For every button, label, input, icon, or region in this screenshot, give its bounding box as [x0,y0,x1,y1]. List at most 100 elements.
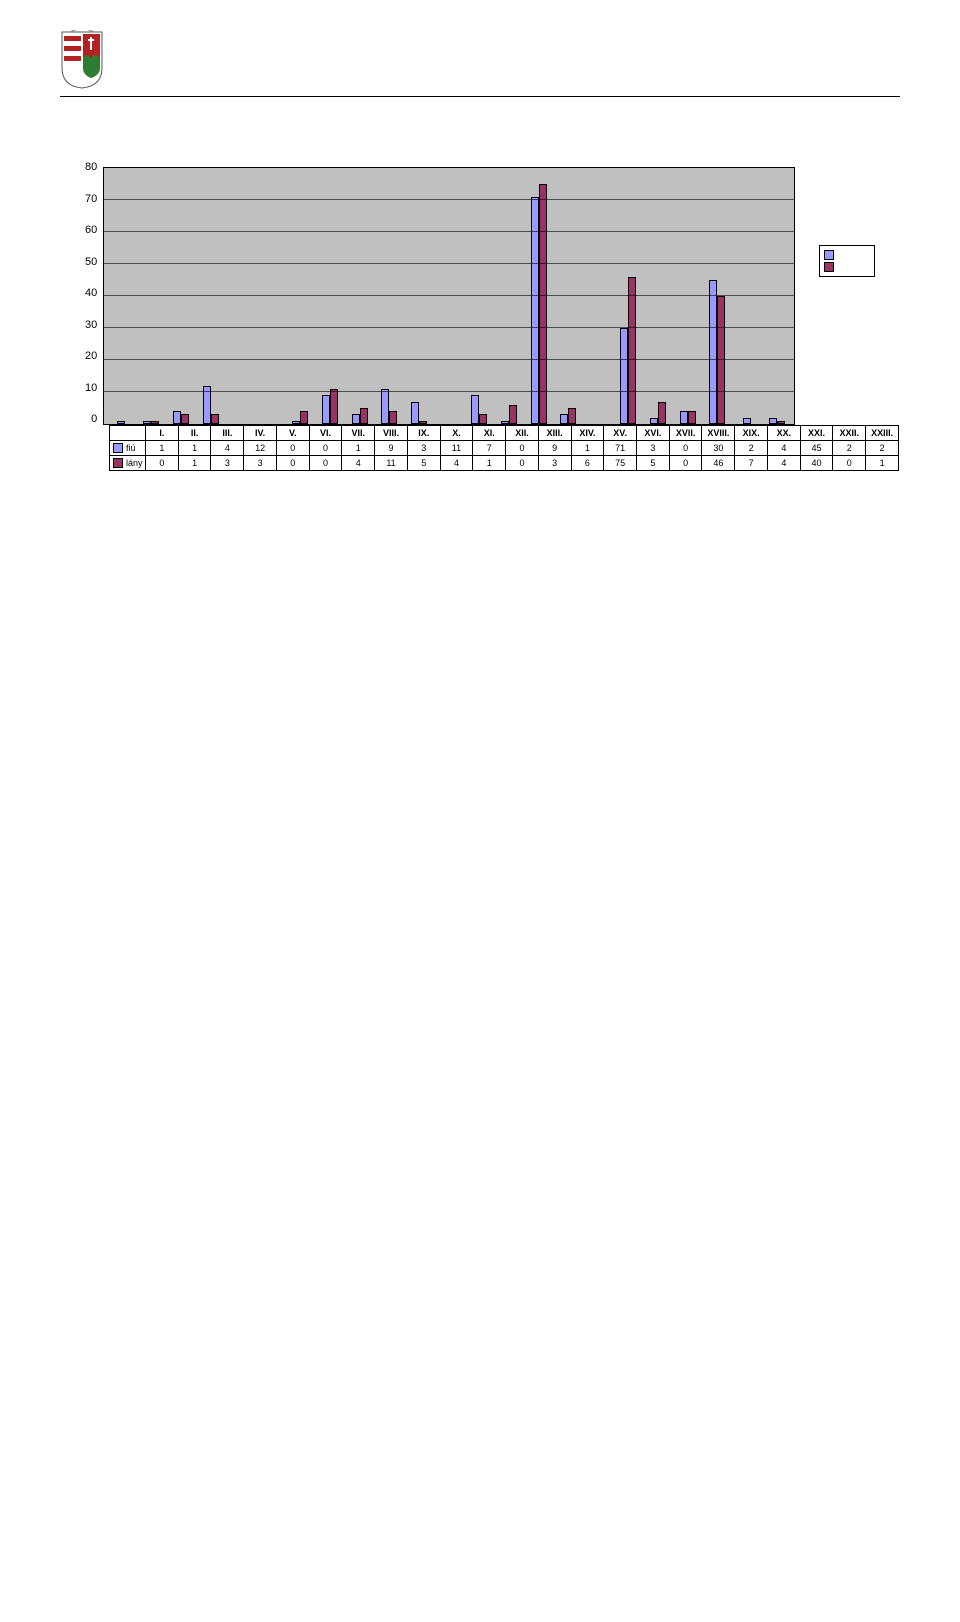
bar-group [732,168,762,424]
table-cell: 40 [800,456,833,471]
bar-fiu [322,395,330,424]
gridline [104,263,794,264]
bar-fiu [173,411,181,424]
chart-y-axis: 80706050403020100 [85,161,103,425]
table-col-header: VII. [342,426,375,441]
bar-fiu [769,418,777,424]
bar-lany [419,421,427,424]
table-series-label: lány [126,458,143,468]
y-tick: 20 [85,350,97,362]
chart-plot-area [103,167,795,425]
table-cell: 7 [473,441,506,456]
y-tick: 50 [85,256,97,268]
bar-group [673,168,703,424]
bar-group [404,168,434,424]
table-cell: 4 [342,456,375,471]
table-cell: 6 [571,456,604,471]
table-col-header: XX. [767,426,800,441]
table-col-header: IV. [244,426,277,441]
table-cell: 1 [146,441,179,456]
victims-chart: 80706050403020100 I.II.III.IV.V.VI.VII.V… [85,167,875,471]
gridline [104,391,794,392]
table-cell: 2 [833,441,866,456]
gridline [104,327,794,328]
bar-lany [389,411,397,424]
bar-group [166,168,196,424]
table-cell: 1 [342,441,375,456]
y-tick: 0 [91,413,97,425]
bar-lany [181,414,189,424]
table-header-row: I.II.III.IV.V.VI.VII.VIII.IX.X.XI.XII.XI… [110,426,899,441]
table-cell: 9 [538,441,571,456]
table-col-header: XXIII. [866,426,899,441]
legend-item-fiu [824,249,870,261]
table-cell: 7 [735,456,768,471]
table-col-header: XXII. [833,426,866,441]
bar-fiu [352,414,360,424]
bar-fiu [411,402,419,424]
header-divider [60,96,900,97]
table-col-header: XIV. [571,426,604,441]
bar-fiu [620,328,628,424]
table-cell: 3 [244,456,277,471]
bar-lany [717,296,725,424]
table-cell: 4 [211,441,244,456]
bar-lany [509,405,517,424]
table-cell: 0 [669,441,702,456]
bar-fiu [117,421,125,424]
table-cell: 75 [604,456,637,471]
table-swatch [113,458,123,468]
table-cell: 0 [309,456,342,471]
table-cell: 2 [866,441,899,456]
bar-group [106,168,136,424]
table-cell: 0 [276,441,309,456]
table-col-header: XVI. [637,426,670,441]
table-cell: 1 [571,441,604,456]
table-cell: 3 [538,456,571,471]
y-tick: 80 [85,161,97,173]
table-cell: 1 [473,456,506,471]
bar-group [762,168,792,424]
legend-swatch-fiu [824,250,834,260]
table-col-header: XII. [506,426,539,441]
y-tick: 70 [85,193,97,205]
table-cell: 9 [375,441,408,456]
table-cell: 4 [767,456,800,471]
table-cell: 4 [767,441,800,456]
bar-group [255,168,285,424]
table-col-header: XV. [604,426,637,441]
gridline [104,295,794,296]
table-cell: 11 [440,441,473,456]
table-col-header: XVII. [669,426,702,441]
table-cell: 46 [702,456,735,471]
table-cell: 12 [244,441,277,456]
y-tick: 30 [85,319,97,331]
chart-plot-row: 80706050403020100 [85,167,875,425]
bar-group [524,168,554,424]
table-cell: 11 [375,456,408,471]
bar-lany [479,414,487,424]
table-cell: 1 [178,456,211,471]
bar-lany [330,389,338,424]
bar-group [583,168,613,424]
bar-lany [151,421,159,424]
table-col-header: IX. [407,426,440,441]
page-header [60,30,900,90]
table-cell: 1 [178,441,211,456]
table-cell: 3 [407,441,440,456]
table-corner [110,426,146,441]
hungary-crest-icon [60,30,104,90]
table-cell: 0 [506,441,539,456]
bar-fiu [743,418,751,424]
bar-group [553,168,583,424]
chart-legend [819,245,875,277]
bar-fiu [650,418,658,424]
table-col-header: XIX. [735,426,768,441]
table-cell: 2 [735,441,768,456]
bar-lany [628,277,636,424]
bar-group [285,168,315,424]
gridline [104,359,794,360]
bar-lany [300,411,308,424]
bar-group [643,168,673,424]
table-cell: 0 [309,441,342,456]
